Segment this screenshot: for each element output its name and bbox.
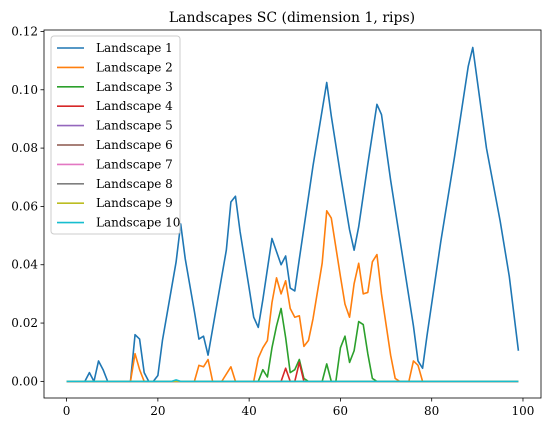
- legend-label-9: Landscape 9: [96, 196, 173, 210]
- series-line-10: [66, 379, 519, 383]
- x-tick-label: 40: [242, 404, 257, 418]
- y-tick-label: 0.02: [11, 316, 38, 330]
- x-tick-label: 100: [512, 404, 535, 418]
- series-layer: [66, 46, 520, 383]
- legend-label-4: Landscape 4: [96, 99, 173, 113]
- legend-label-6: Landscape 6: [96, 138, 173, 152]
- axes-layer: 0 20 40 60 80 100 0.00 0.02 0.04 0.06 0.08 0.10 0.12: [11, 24, 542, 418]
- series-line-1: [66, 46, 520, 383]
- legend-label-3: Landscape 3: [96, 80, 173, 94]
- x-tick-label: 20: [150, 404, 165, 418]
- y-tick-label: 0.12: [11, 24, 38, 38]
- y-tick-label: 0.04: [11, 258, 38, 272]
- legend-label-10: Landscape 10: [96, 216, 180, 230]
- legend: Landscape 1 Landscape 2 Landscape 3 Landsca…: [50, 35, 181, 235]
- legend-label-8: Landscape 8: [96, 177, 173, 191]
- chart-title: Landscapes SC (dimension 1, rips): [169, 10, 415, 26]
- series-line-2: [66, 209, 519, 383]
- y-tick-label: 0.00: [11, 374, 38, 388]
- legend-label-1: Landscape 1: [96, 41, 173, 55]
- x-tick-label: 0: [63, 404, 71, 418]
- legend-label-5: Landscape 5: [96, 119, 173, 133]
- x-tick-label: 80: [424, 404, 439, 418]
- y-tick-label: 0.06: [11, 199, 38, 213]
- y-tick-label: 0.10: [11, 83, 38, 97]
- x-tick-label: 60: [333, 404, 348, 418]
- legend-label-7: Landscape 7: [96, 157, 173, 171]
- legend-label-2: Landscape 2: [96, 60, 173, 74]
- y-tick-label: 0.08: [11, 141, 38, 155]
- plot-frame: [43, 29, 542, 399]
